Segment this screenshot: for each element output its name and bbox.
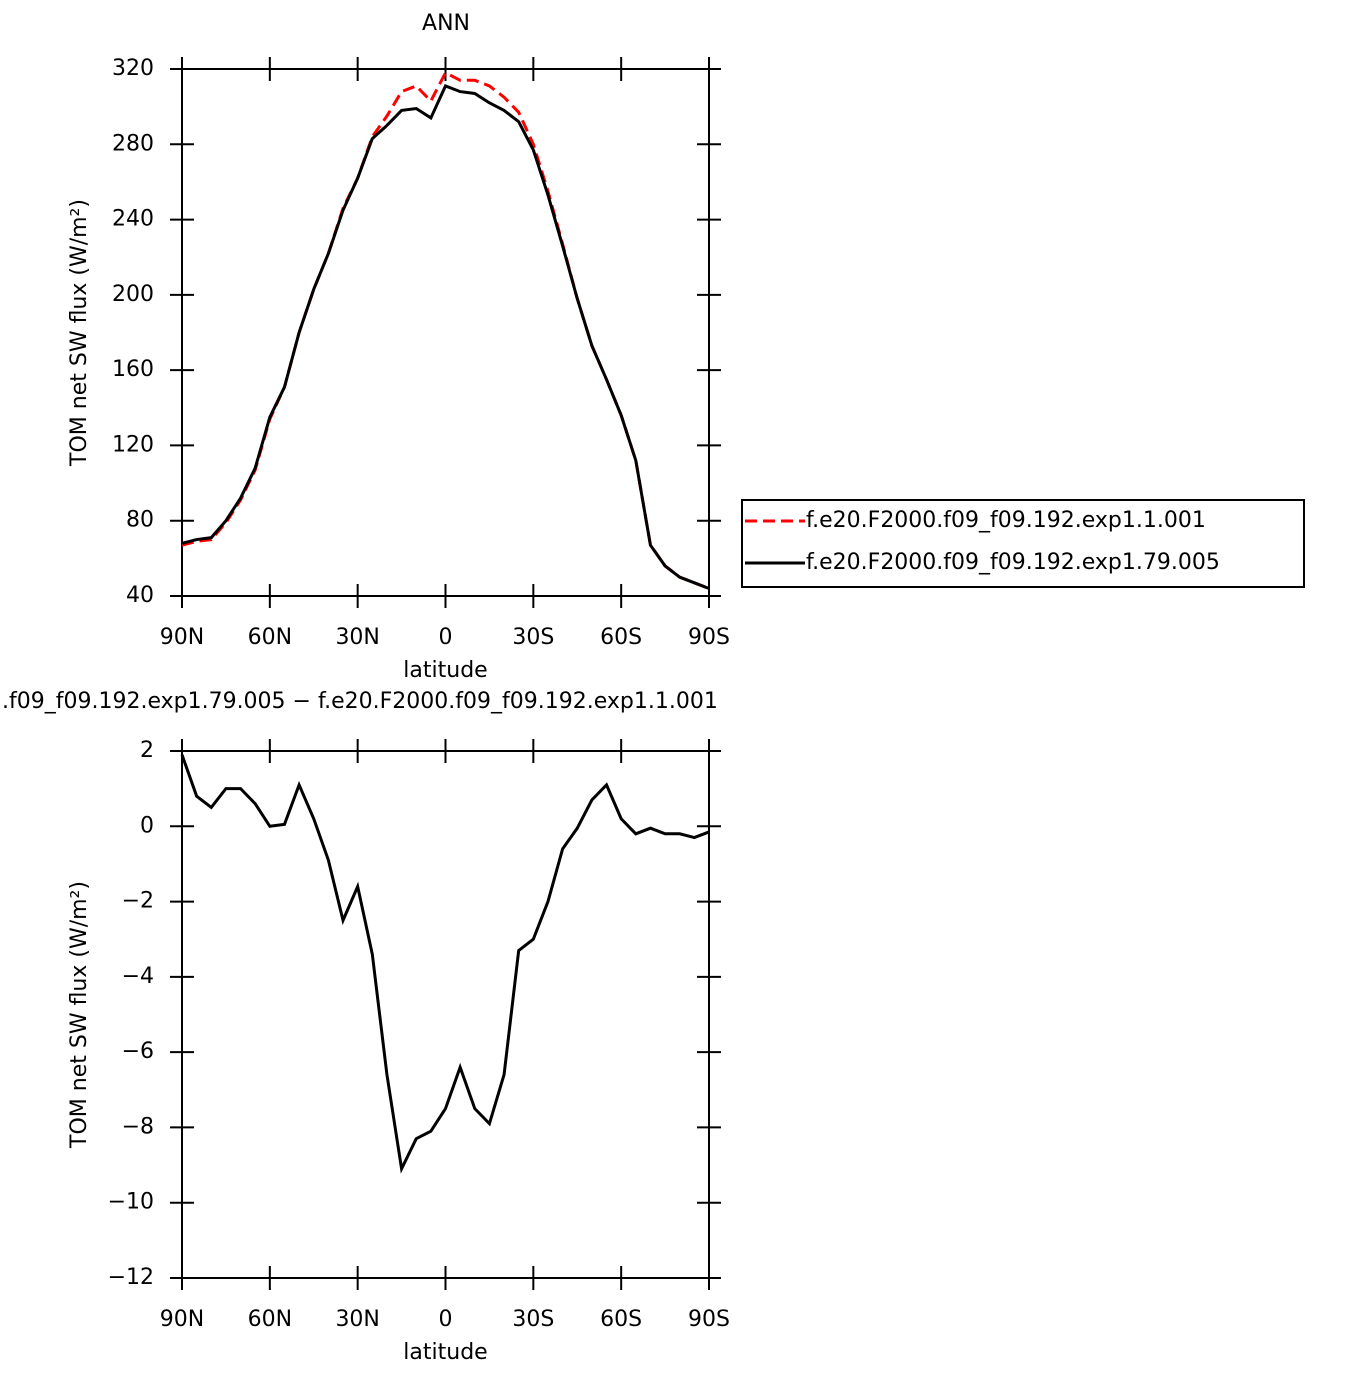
x-axis-label: latitude xyxy=(403,658,487,683)
x-tick-label: 30N xyxy=(335,625,379,650)
legend: f.e20.F2000.f09_f09.192.exp1.1.001 f.e20.… xyxy=(741,499,1305,588)
y-tick-label: 120 xyxy=(112,432,154,457)
y-tick-label: 2 xyxy=(140,738,154,763)
y-tick-label: −4 xyxy=(122,964,154,989)
plot-frame xyxy=(181,750,710,1279)
y-tick-label: 40 xyxy=(126,583,154,608)
x-tick-label: 30S xyxy=(512,625,554,650)
x-tick-label: 30S xyxy=(512,1307,554,1332)
x-tick-label: 90N xyxy=(160,1307,204,1332)
y-tick-label: 160 xyxy=(112,357,154,382)
x-tick-label: 90S xyxy=(688,625,730,650)
y-tick-label: 280 xyxy=(112,131,154,156)
y-tick-label: −10 xyxy=(108,1190,154,1215)
x-tick-label: 60S xyxy=(600,625,642,650)
y-tick-label: 200 xyxy=(112,282,154,307)
x-tick-label: 60N xyxy=(248,1307,292,1332)
series-line xyxy=(181,84,710,590)
x-tick-label: 60N xyxy=(248,625,292,650)
x-tick-label: 0 xyxy=(439,1307,453,1332)
legend-label: f.e20.F2000.f09_f09.192.exp1.1.001 xyxy=(806,508,1206,533)
chart-title: ANN xyxy=(422,11,470,36)
y-tick-label: 80 xyxy=(126,508,154,533)
plot-frame xyxy=(181,68,710,597)
x-tick-label: 90S xyxy=(688,1307,730,1332)
x-tick-label: 90N xyxy=(160,625,204,650)
y-axis-label: TOM net SW flux (W/m²) xyxy=(67,199,92,467)
y-tick-label: −2 xyxy=(122,889,154,914)
legend-box xyxy=(741,499,1305,588)
series-line xyxy=(180,754,710,1174)
chart-title: .f09_f09.192.exp1.79.005 − f.e20.F2000.f… xyxy=(2,689,718,714)
y-tick-label: −6 xyxy=(122,1039,154,1064)
x-tick-label: 0 xyxy=(439,625,453,650)
x-axis-label: latitude xyxy=(403,1340,487,1365)
y-tick-label: −8 xyxy=(122,1114,154,1139)
y-tick-label: −12 xyxy=(108,1265,154,1290)
y-tick-label: 0 xyxy=(140,813,154,838)
y-tick-label: 320 xyxy=(112,56,154,81)
legend-label: f.e20.F2000.f09_f09.192.exp1.79.005 xyxy=(806,550,1220,575)
x-tick-label: 60S xyxy=(600,1307,642,1332)
series-line xyxy=(181,70,710,590)
y-tick-label: 240 xyxy=(112,207,154,232)
y-axis-label: TOM net SW flux (W/m²) xyxy=(67,881,92,1149)
x-tick-label: 30N xyxy=(335,1307,379,1332)
